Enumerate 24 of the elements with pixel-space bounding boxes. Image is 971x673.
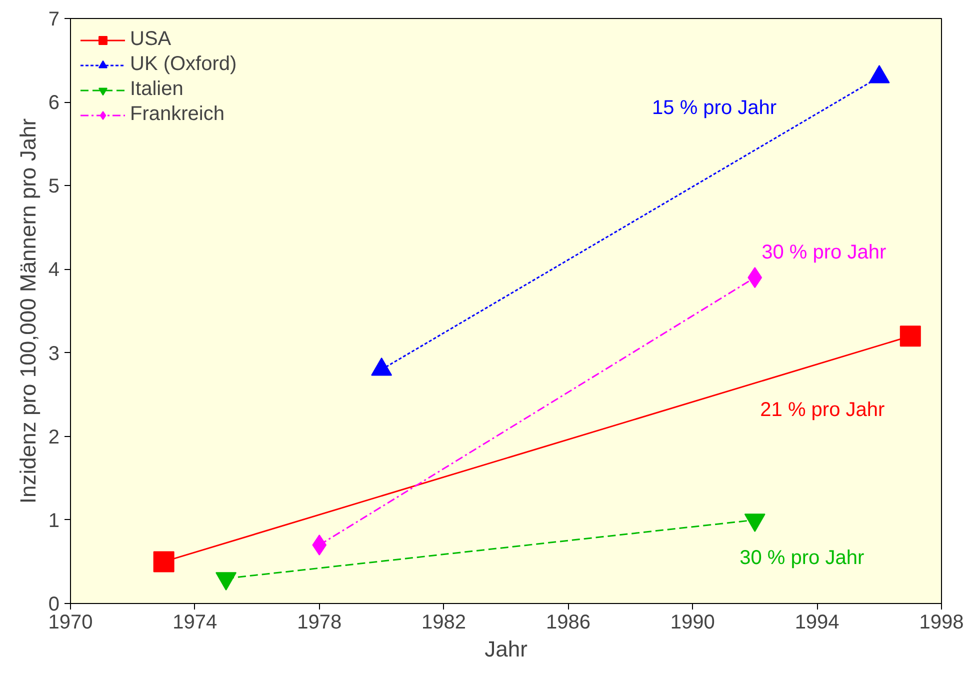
x-tick-label: 1978 <box>297 612 342 634</box>
y-tick-label: 3 <box>48 342 60 365</box>
x-tick-label: 1986 <box>546 612 590 634</box>
annotation: 30 % pro Jahr <box>740 546 864 569</box>
x-tick-label: 1982 <box>422 612 466 634</box>
y-tick-label: 5 <box>48 176 60 198</box>
legend-label: Frankreich <box>130 103 224 126</box>
legend-label: UK (Oxford) <box>130 53 237 76</box>
x-tick-label: 1998 <box>919 612 964 634</box>
annotation: 30 % pro Jahr <box>762 242 886 264</box>
y-tick-label: 7 <box>48 8 60 30</box>
legend-label: Italien <box>130 78 184 101</box>
annotation: 15 % pro Jahr <box>652 97 777 119</box>
legend-label: USA <box>130 28 172 51</box>
x-axis-title: Jahr <box>484 636 528 662</box>
x-tick-label: 1994 <box>794 612 840 634</box>
y-tick-label: 1 <box>48 510 60 532</box>
x-tick-label: 1974 <box>172 612 218 634</box>
y-tick-label: 4 <box>48 259 60 282</box>
y-tick-label: 6 <box>48 92 60 114</box>
y-axis-title: Inzidenz pro 100,000 Männern pro Jahr <box>15 118 40 504</box>
x-tick-label: 1990 <box>670 612 715 634</box>
annotation: 21 % pro Jahr <box>760 399 885 422</box>
y-tick-label: 2 <box>48 426 60 448</box>
